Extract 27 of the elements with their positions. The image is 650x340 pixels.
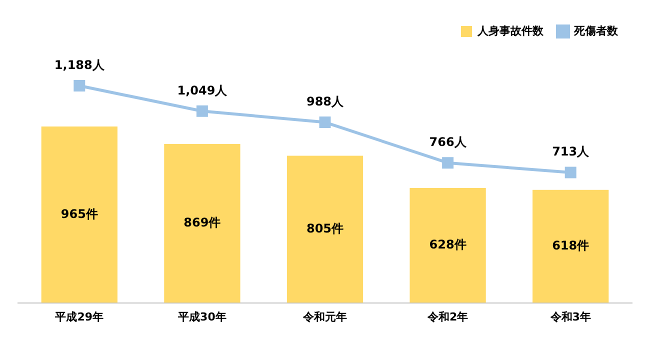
- data-label: 869件: [184, 216, 221, 230]
- point: [196, 105, 208, 117]
- data-label: 965件: [60, 206, 98, 221]
- bar: [410, 188, 486, 303]
- data-label: 805件: [306, 221, 344, 236]
- data-label: 988人: [306, 94, 345, 108]
- point: [564, 166, 576, 178]
- point: [74, 80, 86, 92]
- bar: [286, 156, 364, 303]
- legend-label: 人身事故件数: [476, 24, 544, 38]
- x-tick-label: 令和元年: [302, 310, 347, 324]
- bar: [164, 144, 240, 303]
- data-label: 1,188人: [54, 58, 106, 72]
- x-tick-label: 平成29年: [54, 310, 104, 324]
- data-label: 713人: [552, 144, 590, 159]
- data-label: 628件: [429, 238, 466, 252]
- point: [442, 157, 454, 169]
- x-tick-label: 令和2年: [426, 310, 468, 324]
- bar: [532, 190, 609, 303]
- data-label: 766人: [429, 134, 468, 149]
- bar: [41, 126, 118, 303]
- data-label: 618件: [552, 238, 590, 252]
- x-tick-label: 平成30年: [177, 310, 226, 324]
- data-label: 1,049人: [177, 83, 228, 98]
- point: [319, 116, 331, 128]
- x-tick-label: 令和3年: [549, 310, 591, 324]
- legend-label: 死傷者数: [573, 24, 619, 38]
